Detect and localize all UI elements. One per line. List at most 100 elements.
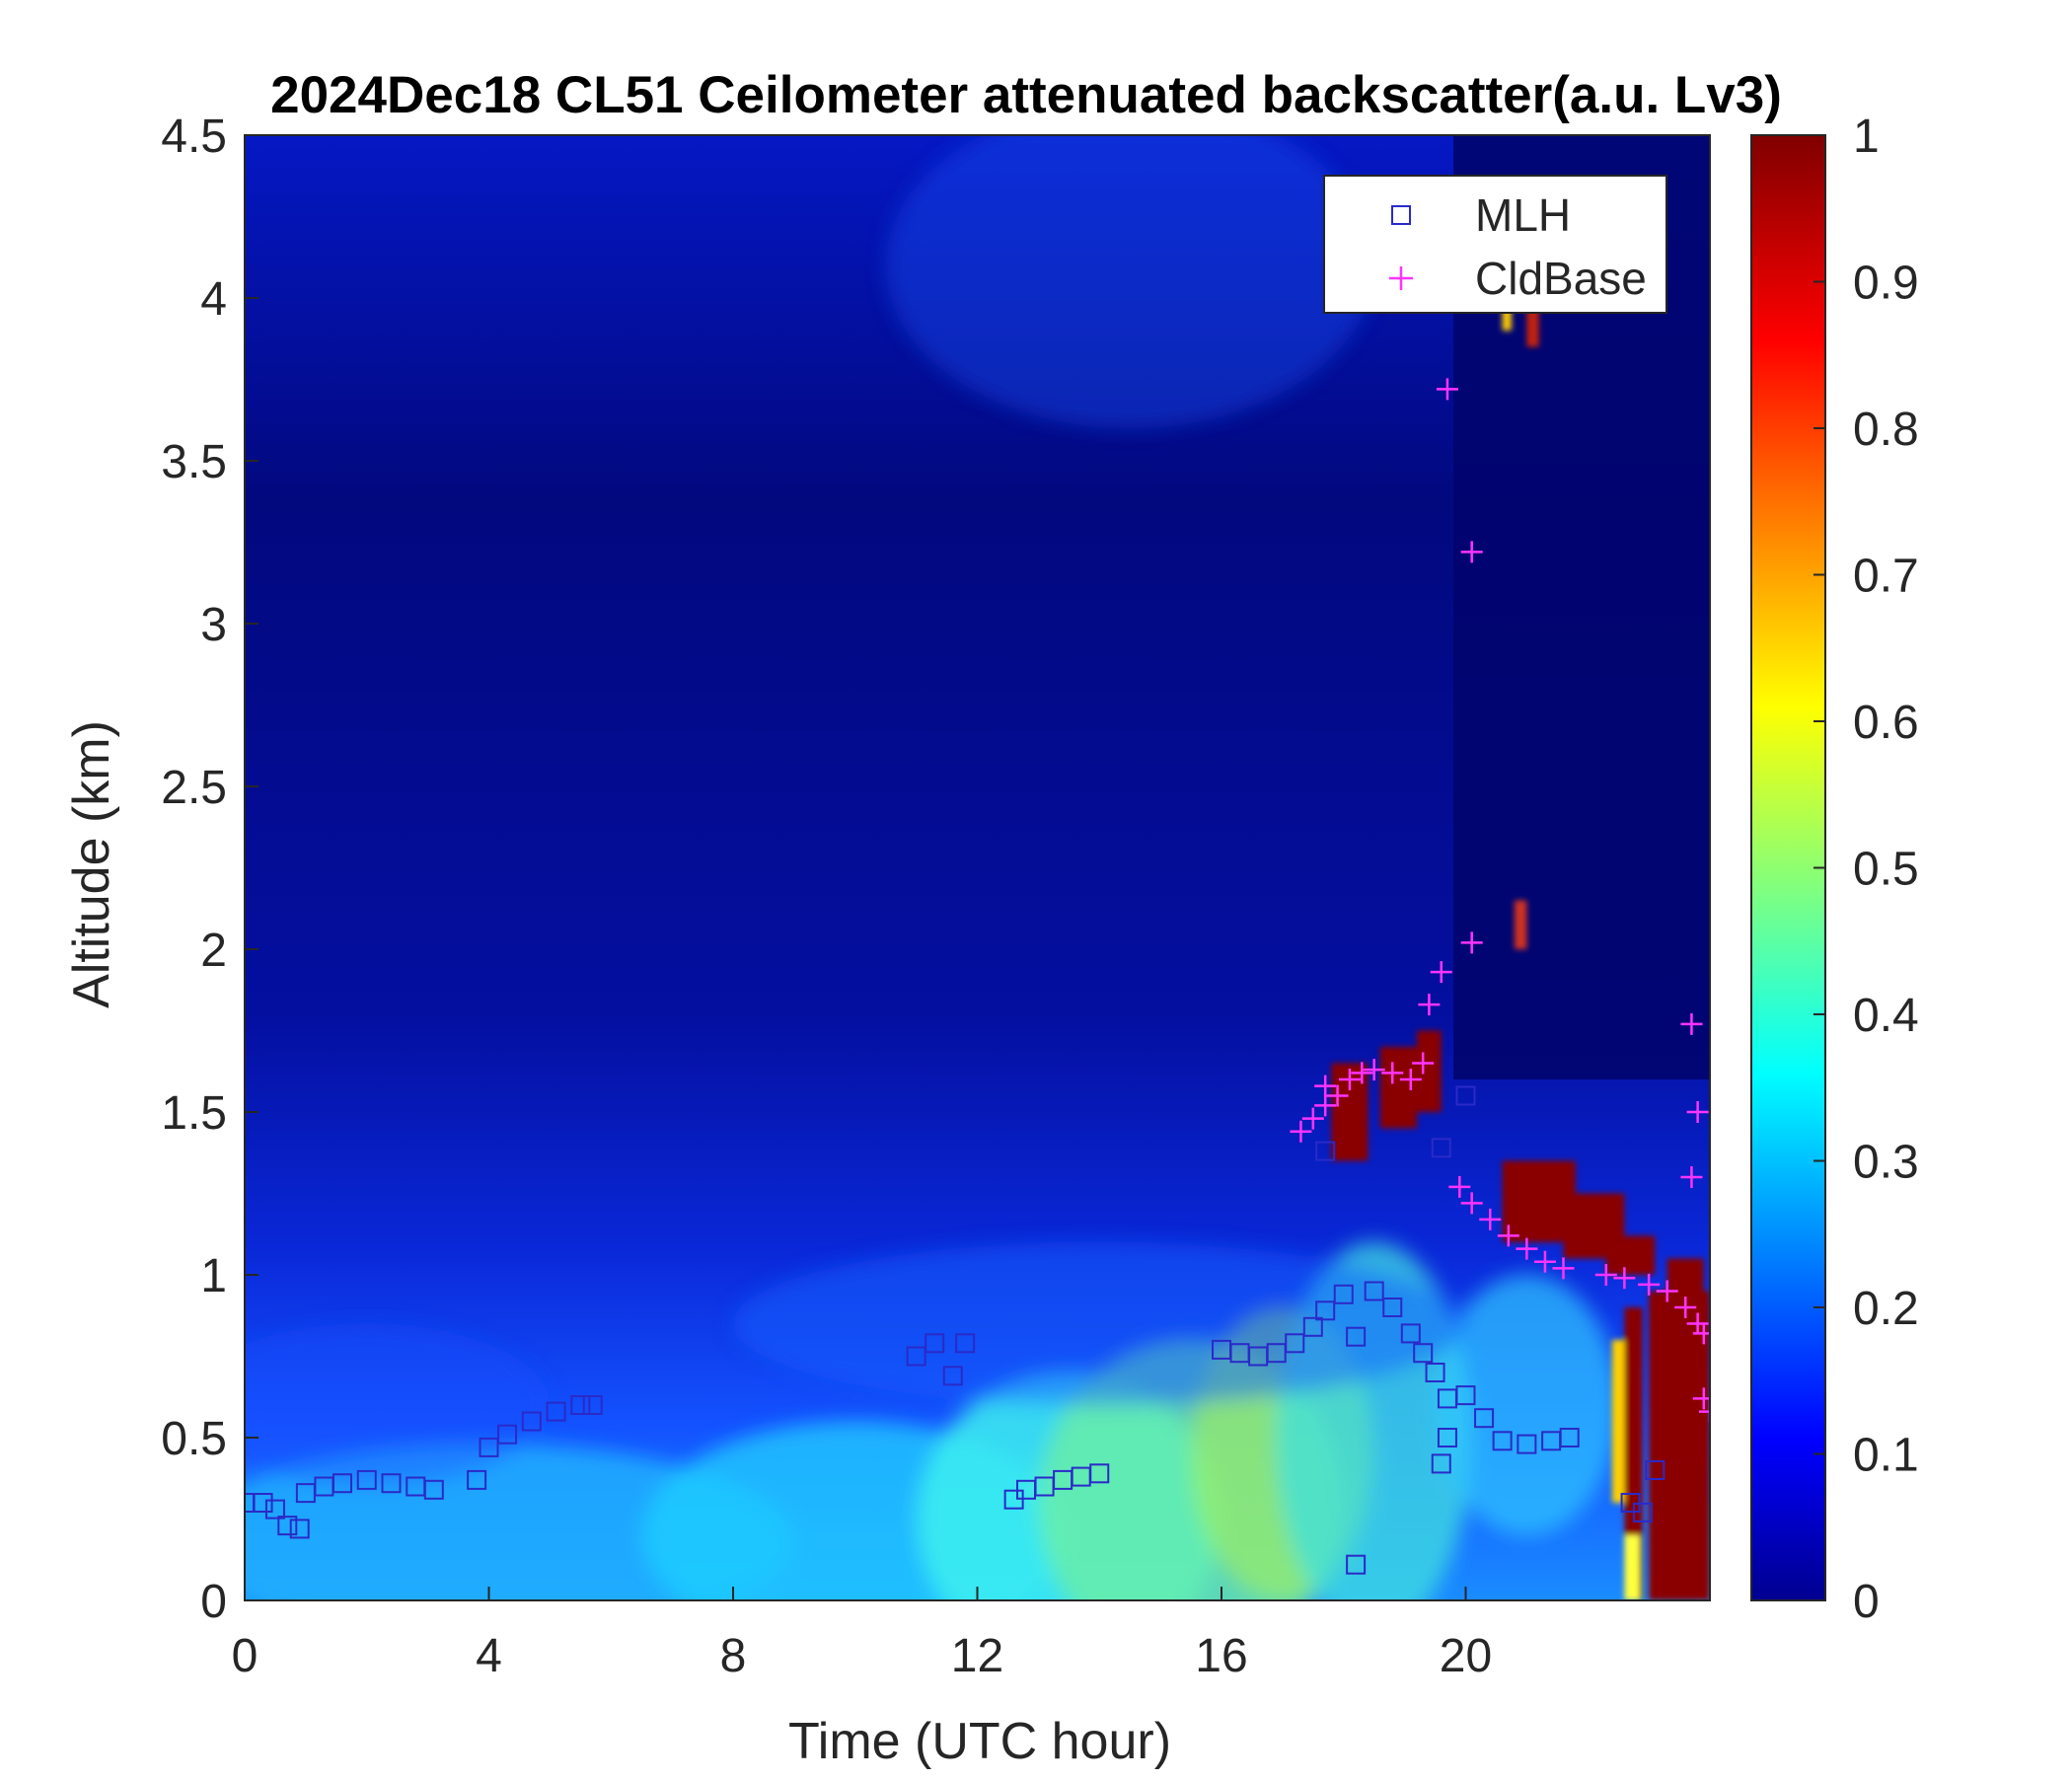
cldbase-marker (1412, 1052, 1435, 1075)
colorbar-tick-label: 0.6 (1853, 697, 1919, 749)
cldbase-marker (1594, 1264, 1617, 1286)
mlh-marker (1382, 1298, 1403, 1317)
mlh-marker (1285, 1333, 1305, 1354)
mlh-marker (264, 1499, 285, 1520)
cldbase-marker (1479, 1208, 1502, 1230)
colorbar-tick-label: 0.4 (1853, 990, 1919, 1042)
backscatter-field (245, 135, 1710, 1600)
mlh-marker (497, 1424, 518, 1445)
cldbase-marker (1680, 1012, 1703, 1035)
cloud-segment (1624, 1535, 1640, 1600)
mlh-marker (333, 1473, 352, 1494)
cloud-segment (1649, 1291, 1710, 1600)
y-tick-label: 3.5 (161, 436, 227, 488)
y-tick-label: 1 (200, 1250, 227, 1302)
cldbase-marker (1692, 1387, 1710, 1410)
cldbase-marker (1338, 1069, 1361, 1090)
cldbase-marker (1460, 1192, 1483, 1215)
cldbase-marker (1301, 1107, 1324, 1130)
cldbase-marker (1460, 931, 1483, 954)
cloud-layers (1331, 298, 1710, 1600)
cldbase-marker (1686, 1101, 1709, 1123)
cloud-segment (1502, 298, 1512, 331)
aerosol-blob (885, 135, 1374, 428)
cldbase-marker (1436, 378, 1458, 401)
cldbase-marker (1638, 1273, 1661, 1296)
plot-area: 0 4 8 12 16 20 0 0.5 1 1.5 2 2.5 3 3.5 4 4.5 (161, 111, 1711, 1682)
colorbar-tick-label: 0 (1853, 1576, 1880, 1628)
cldbase-marker (1430, 961, 1452, 984)
x-tick-label: 8 (720, 1630, 747, 1682)
mlh-marker (546, 1401, 566, 1422)
mlh-marker (1400, 1323, 1421, 1344)
y-tick-label: 0 (200, 1576, 227, 1628)
x-tick-label: 0 (232, 1630, 259, 1682)
mlh-marker (1346, 1326, 1367, 1347)
mlh-marker (906, 1346, 926, 1367)
series-mlh (245, 1085, 1665, 1575)
cldbase-marker (1381, 1062, 1404, 1084)
mlh-marker (423, 1479, 444, 1500)
cldbase-marker (1351, 1062, 1373, 1084)
y-tick-label: 4 (200, 273, 227, 326)
legend-cldbase-marker (1389, 266, 1413, 290)
cldbase-marker (1516, 1237, 1538, 1260)
cldbase-marker (1418, 994, 1441, 1016)
x-tick-label: 4 (476, 1630, 502, 1682)
y-axis-label: Altitude (km) (63, 720, 120, 1008)
legend-label: MLH (1475, 189, 1571, 241)
mlh-marker (1315, 1141, 1336, 1161)
chart-title: 2024Dec18 CL51 Ceilometer attenuated bac… (270, 66, 1782, 124)
y-tick-label: 3 (200, 599, 227, 651)
x-tick-label: 20 (1440, 1630, 1492, 1682)
x-tick-label: 12 (951, 1630, 1003, 1682)
aerosol-blob (1435, 1275, 1619, 1535)
mlh-marker (1517, 1434, 1537, 1454)
mlh-marker (1346, 1554, 1367, 1575)
mlh-marker (253, 1493, 273, 1513)
x-axis-label: Time (UTC hour) (788, 1713, 1171, 1770)
series-cldbase (1290, 378, 1710, 1423)
aerosol-blob (245, 1323, 551, 1487)
mlh-marker (1492, 1431, 1513, 1451)
colorbar-tick-label: 0.7 (1853, 551, 1919, 603)
colorbar-tick-label: 0.3 (1853, 1137, 1919, 1189)
mlh-marker (582, 1395, 603, 1415)
cldbase-marker (1613, 1267, 1636, 1290)
mlh-marker (1431, 1138, 1451, 1158)
colorbar-tick-label: 0.8 (1853, 404, 1919, 456)
mlh-marker (1559, 1428, 1580, 1447)
mlh-marker (1364, 1281, 1384, 1301)
colorbar-tick-label: 1 (1853, 111, 1880, 163)
mlh-marker (479, 1437, 499, 1457)
cloud-segment (1612, 1340, 1625, 1503)
cldbase-marker (1290, 1120, 1312, 1143)
mlh-marker (1474, 1408, 1495, 1429)
aerosol-blob (733, 1242, 1466, 1405)
mlh-marker (1413, 1343, 1434, 1364)
colorbar-tick-label: 0.1 (1853, 1430, 1919, 1482)
legend-mlh-marker (1391, 205, 1411, 225)
mlh-marker (1431, 1453, 1451, 1474)
mlh-marker (1455, 1085, 1476, 1106)
colorbar-gradient (1751, 135, 1825, 1600)
y-tick-label: 4.5 (161, 111, 227, 163)
cldbase-marker (1656, 1280, 1678, 1302)
mlh-marker (381, 1473, 402, 1494)
cloud-segment (1417, 1030, 1442, 1112)
mlh-marker (1315, 1300, 1336, 1321)
mlh-marker (521, 1411, 542, 1432)
mlh-marker (277, 1516, 298, 1536)
mlh-marker (942, 1366, 963, 1386)
cloud-segment (1515, 900, 1527, 949)
cldbase-marker (1314, 1094, 1337, 1117)
cldbase-marker (1399, 1069, 1422, 1090)
aerosol-layer (245, 135, 1619, 1600)
mlh-marker (570, 1395, 591, 1415)
mlh-marker (289, 1519, 310, 1539)
cldbase-marker (1552, 1257, 1575, 1280)
mlh-marker (1302, 1316, 1323, 1337)
cldbase-marker (1448, 1175, 1471, 1198)
cldbase-marker (1680, 1166, 1703, 1188)
